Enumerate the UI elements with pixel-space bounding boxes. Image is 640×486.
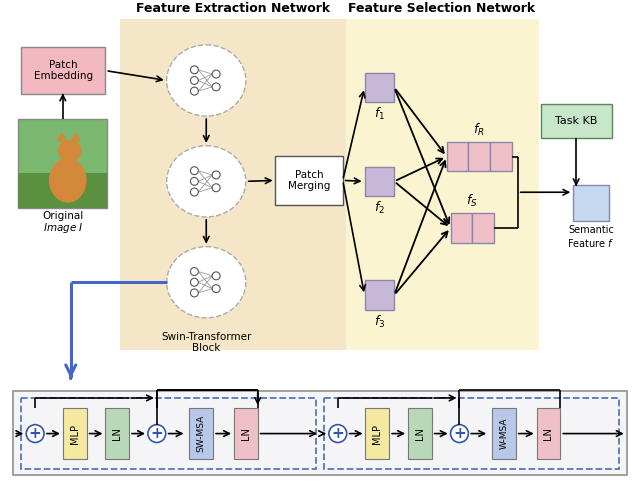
Text: Task KB: Task KB xyxy=(555,116,597,126)
FancyBboxPatch shape xyxy=(63,408,86,459)
Text: $\mathit{f}_3$: $\mathit{f}_3$ xyxy=(374,314,385,330)
FancyBboxPatch shape xyxy=(21,47,106,94)
Ellipse shape xyxy=(166,146,246,217)
Circle shape xyxy=(212,70,220,78)
Text: Patch
Merging: Patch Merging xyxy=(288,170,330,191)
FancyBboxPatch shape xyxy=(408,408,432,459)
FancyBboxPatch shape xyxy=(573,185,609,221)
FancyBboxPatch shape xyxy=(13,391,627,475)
Circle shape xyxy=(191,268,198,276)
Circle shape xyxy=(212,171,220,179)
Circle shape xyxy=(191,76,198,85)
Text: LN: LN xyxy=(415,427,425,440)
Text: Feature Selection Network: Feature Selection Network xyxy=(348,2,535,15)
FancyBboxPatch shape xyxy=(120,19,346,350)
Circle shape xyxy=(212,272,220,280)
Circle shape xyxy=(191,188,198,196)
Text: LN: LN xyxy=(112,427,122,440)
Circle shape xyxy=(26,425,44,442)
FancyBboxPatch shape xyxy=(275,156,343,205)
FancyBboxPatch shape xyxy=(365,167,394,196)
FancyBboxPatch shape xyxy=(451,213,472,243)
Text: LN: LN xyxy=(241,427,251,440)
Text: LN: LN xyxy=(543,427,554,440)
Circle shape xyxy=(148,425,166,442)
Circle shape xyxy=(451,425,468,442)
Text: $\mathit{f}_1$: $\mathit{f}_1$ xyxy=(374,106,385,122)
Text: Swin-Transformer
Block: Swin-Transformer Block xyxy=(161,332,252,353)
Text: Patch
Embedding: Patch Embedding xyxy=(34,60,93,81)
Circle shape xyxy=(329,425,347,442)
FancyBboxPatch shape xyxy=(19,119,108,208)
Ellipse shape xyxy=(166,45,246,116)
Circle shape xyxy=(191,177,198,185)
Text: +: + xyxy=(332,426,344,441)
Text: Feature Extraction Network: Feature Extraction Network xyxy=(136,2,330,15)
Circle shape xyxy=(191,87,198,95)
Text: +: + xyxy=(453,426,466,441)
FancyBboxPatch shape xyxy=(189,408,213,459)
Text: Semantic
Feature $\mathit{f}$: Semantic Feature $\mathit{f}$ xyxy=(567,225,614,249)
Circle shape xyxy=(191,167,198,174)
Circle shape xyxy=(191,66,198,74)
Circle shape xyxy=(191,289,198,297)
Text: $\mathit{f}_2$: $\mathit{f}_2$ xyxy=(374,200,385,216)
FancyBboxPatch shape xyxy=(234,408,258,459)
Text: W-MSA: W-MSA xyxy=(499,418,508,450)
FancyBboxPatch shape xyxy=(365,408,389,459)
Text: $\mathit{f}_S$: $\mathit{f}_S$ xyxy=(467,193,478,209)
FancyBboxPatch shape xyxy=(472,213,494,243)
FancyBboxPatch shape xyxy=(346,19,539,350)
FancyBboxPatch shape xyxy=(492,408,516,459)
Ellipse shape xyxy=(58,140,82,161)
FancyBboxPatch shape xyxy=(447,142,468,172)
Text: MLP: MLP xyxy=(70,424,80,444)
FancyBboxPatch shape xyxy=(541,104,612,138)
Text: MLP: MLP xyxy=(372,424,382,444)
FancyBboxPatch shape xyxy=(468,142,490,172)
FancyBboxPatch shape xyxy=(106,408,129,459)
Circle shape xyxy=(191,278,198,286)
Text: $\mathit{f}_R$: $\mathit{f}_R$ xyxy=(474,122,485,138)
Polygon shape xyxy=(19,174,108,208)
Circle shape xyxy=(212,83,220,91)
Text: +: + xyxy=(150,426,163,441)
Text: SW-MSA: SW-MSA xyxy=(197,415,206,452)
Circle shape xyxy=(212,184,220,191)
FancyBboxPatch shape xyxy=(490,142,512,172)
Ellipse shape xyxy=(166,246,246,318)
FancyBboxPatch shape xyxy=(536,408,561,459)
FancyBboxPatch shape xyxy=(365,280,394,310)
Polygon shape xyxy=(58,133,66,141)
Text: Original: Original xyxy=(42,211,83,221)
Text: +: + xyxy=(29,426,42,441)
Polygon shape xyxy=(72,133,79,141)
Ellipse shape xyxy=(49,158,86,203)
FancyBboxPatch shape xyxy=(365,72,394,102)
Circle shape xyxy=(212,285,220,293)
Text: Image $\mathit{I}$: Image $\mathit{I}$ xyxy=(42,221,83,235)
